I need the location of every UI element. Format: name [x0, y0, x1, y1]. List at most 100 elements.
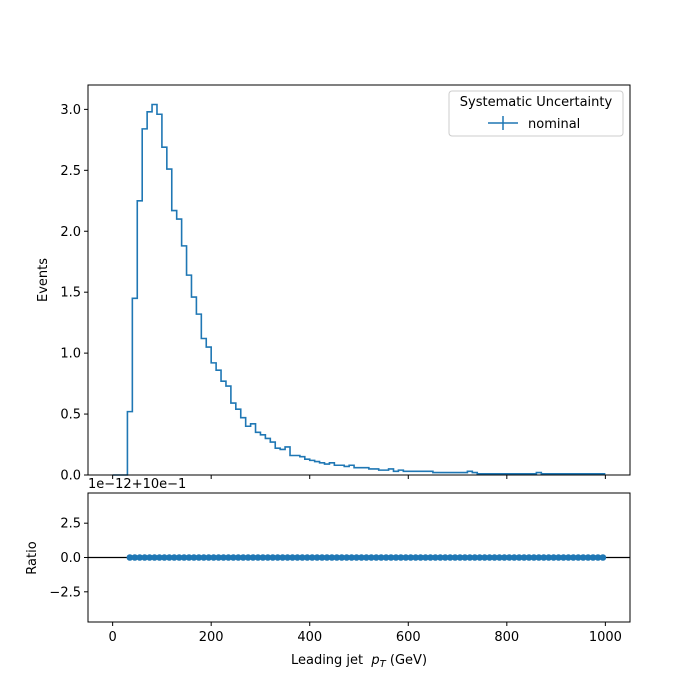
ratio-point [407, 554, 415, 561]
main-x-ticks [112, 475, 606, 479]
ratio-point [264, 554, 272, 561]
ratio-point [215, 554, 222, 561]
main-y-ticks: 0.0 0.5 1.0 1.5 2.0 2.5 3.0 [60, 103, 88, 484]
histogram-line-nominal [112, 103, 606, 476]
ratio-point [126, 554, 134, 561]
main-y-tick-label: 1.5 [60, 286, 81, 301]
ratio-point [210, 554, 217, 561]
ratio-point [323, 554, 331, 561]
ratio-point [239, 554, 247, 561]
ratio-point [550, 554, 557, 561]
x-tick-label: 600 [396, 630, 421, 645]
ratio-point [476, 554, 484, 561]
x-tick-label: 800 [494, 630, 519, 645]
ratio-axes-frame [87, 492, 631, 623]
ratio-point [294, 554, 301, 561]
ratio-point [589, 554, 597, 561]
legend-title: Systematic Uncertainty [460, 95, 613, 110]
ratio-point [377, 554, 385, 561]
ratio-point [220, 554, 227, 561]
ratio-point [249, 554, 257, 561]
ratio-y-axis-label: Ratio [25, 541, 40, 574]
ratio-point [392, 554, 400, 561]
legend: Systematic Uncertainty nominal [448, 90, 624, 137]
ratio-point [333, 554, 341, 561]
ratio-point [535, 554, 543, 561]
ratio-point [486, 554, 493, 561]
ratio-point [402, 554, 410, 561]
x-axis-label: Leading jet pT (GeV) [291, 653, 427, 670]
ratio-point [412, 554, 419, 561]
ratio-point [348, 554, 355, 561]
ratio-point [441, 554, 449, 561]
ratio-point [274, 554, 282, 561]
ratio-point [520, 554, 528, 561]
ratio-point [471, 554, 479, 561]
ratio-point [574, 554, 582, 561]
x-tick-label: 0 [108, 630, 116, 645]
ratio-point [525, 554, 533, 561]
ratio-point [594, 554, 602, 561]
legend-marker-nominal [488, 116, 518, 130]
ratio-point [446, 554, 454, 561]
ratio-point [570, 554, 577, 561]
ratio-y-tick-label: 0.0 [60, 551, 81, 566]
main-y-tick-label: 0.5 [60, 408, 81, 423]
ratio-points-group [88, 554, 630, 561]
ratio-point [496, 554, 503, 561]
x-tick-label: 200 [199, 630, 224, 645]
legend-box [448, 90, 624, 137]
ratio-point [368, 554, 375, 561]
ratio-point [185, 554, 193, 561]
ratio-point [451, 554, 459, 561]
ratio-point [279, 554, 286, 561]
main-y-tick-label: 1.0 [60, 347, 81, 362]
main-histogram-group [112, 103, 606, 476]
main-panel: 0.0 0.5 1.0 1.5 2.0 2.5 3.0 Events Systematic … [36, 84, 631, 484]
ratio-point [397, 554, 405, 561]
ratio-point [289, 554, 296, 561]
ratio-point [358, 554, 365, 561]
ratio-point [234, 554, 242, 561]
ratio-point [417, 554, 424, 561]
ratio-point [505, 554, 513, 561]
ratio-point [141, 554, 148, 561]
ratio-point [372, 554, 380, 561]
ratio-point [343, 554, 350, 561]
ratio-point [555, 554, 562, 561]
main-y-tick-label: 2.0 [60, 225, 81, 240]
ratio-point [584, 554, 592, 561]
ratio-point [456, 554, 464, 561]
main-y-tick-label: 2.5 [60, 164, 81, 179]
main-y-tick-label: 0.0 [60, 469, 81, 484]
legend-label-nominal: nominal [528, 117, 580, 132]
ratio-point [308, 554, 316, 561]
ratio-point [461, 554, 469, 561]
ratio-point [530, 554, 538, 561]
ratio-point [338, 554, 346, 561]
ratio-point [422, 554, 429, 561]
ratio-point [151, 554, 158, 561]
main-y-tick-label: 3.0 [60, 103, 81, 118]
ratio-point [190, 554, 198, 561]
ratio-point [437, 554, 444, 561]
x-tick-label: 1000 [589, 630, 622, 645]
ratio-point [382, 554, 390, 561]
ratio-point [328, 554, 336, 561]
main-y-axis-label: Events [36, 258, 51, 302]
ratio-point [230, 554, 237, 561]
ratio-point [540, 554, 548, 561]
ratio-y-ticks: −2.5 0.0 2.5 [49, 517, 88, 600]
ratio-point [387, 554, 395, 561]
ratio-point [284, 554, 291, 561]
ratio-point [466, 554, 474, 561]
ratio-point [501, 554, 508, 561]
ratio-point [195, 554, 203, 561]
ratio-point [599, 554, 607, 561]
ratio-panel: −2.5 0.0 2.5 0 200 400 600 800 1000 1e−12+10e−1… [25, 477, 631, 670]
ratio-point [313, 554, 321, 561]
ratio-point [170, 554, 178, 561]
ratio-point [491, 554, 498, 561]
ratio-point [175, 554, 183, 561]
